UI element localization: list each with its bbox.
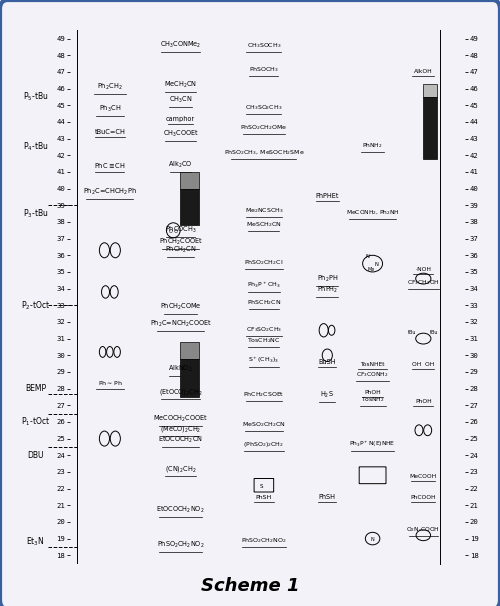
- Text: Et$_3$N: Et$_3$N: [26, 536, 45, 548]
- Text: PhSH: PhSH: [256, 495, 272, 501]
- Text: OH  OH: OH OH: [412, 362, 434, 367]
- Bar: [180, 359, 199, 397]
- Text: P$_4$-tBu: P$_4$-tBu: [23, 141, 48, 153]
- Text: H$_2$S: H$_2$S: [320, 390, 334, 400]
- Text: (PhSO$_2$)$_2$CH$_2$: (PhSO$_2$)$_2$CH$_2$: [244, 439, 284, 448]
- Text: tBu: tBu: [430, 330, 438, 335]
- Text: O$_2$N-COOH: O$_2$N-COOH: [406, 525, 440, 533]
- Text: PhCOCH$_3$: PhCOCH$_3$: [164, 225, 196, 235]
- Text: BEMP: BEMP: [25, 384, 46, 393]
- Text: PhCOOH: PhCOOH: [410, 495, 436, 501]
- Text: PhSO$_2$CH$_2$Cl: PhSO$_2$CH$_2$Cl: [244, 258, 284, 267]
- Text: Ph$_2$C=CHCH$_2$Ph: Ph$_2$C=CHCH$_2$Ph: [83, 187, 136, 197]
- Bar: [180, 342, 199, 359]
- Text: tBuC=CH: tBuC=CH: [94, 129, 126, 135]
- Text: PhSOCH$_3$: PhSOCH$_3$: [249, 65, 279, 74]
- Text: MeCONH$_2$, Ph$_2$NH: MeCONH$_2$, Ph$_2$NH: [346, 208, 400, 217]
- Text: MeCH$_2$CN: MeCH$_2$CN: [164, 80, 197, 90]
- Text: MeCOOH: MeCOOH: [410, 473, 437, 479]
- Text: (CN)$_2$CH$_2$: (CN)$_2$CH$_2$: [165, 464, 196, 474]
- Text: CF$_3$CONH$_2$: CF$_3$CONH$_2$: [356, 370, 389, 379]
- Text: P$_2$-tOct: P$_2$-tOct: [21, 299, 50, 311]
- Text: -NOH: -NOH: [416, 267, 432, 272]
- Text: S: S: [259, 484, 262, 488]
- Text: Ph$_2$PH: Ph$_2$PH: [316, 273, 338, 284]
- Text: PhSO$_2$CH$_3$, MeSOCH$_2$SMe: PhSO$_2$CH$_3$, MeSOCH$_2$SMe: [224, 148, 304, 157]
- Bar: [424, 84, 437, 97]
- Text: O O: O O: [169, 228, 178, 234]
- Text: PhSH: PhSH: [319, 494, 336, 501]
- Text: Me$_2$NCSCH$_3$: Me$_2$NCSCH$_3$: [244, 207, 283, 215]
- Text: TosCH$_2$NC: TosCH$_2$NC: [247, 336, 280, 345]
- Text: PhCH$_2$CN: PhCH$_2$CN: [165, 245, 196, 255]
- Text: PhSO$_2$CH$_2$NO$_2$: PhSO$_2$CH$_2$NO$_2$: [241, 536, 286, 545]
- Text: PhSO$_2$CH$_2$NO$_2$: PhSO$_2$CH$_2$NO$_2$: [157, 540, 204, 550]
- Text: S$^+$(CH$_3$)$_3$: S$^+$(CH$_3$)$_3$: [248, 355, 280, 365]
- Text: DBU: DBU: [28, 451, 44, 460]
- Text: (MeCO)$_2$CH$_2$: (MeCO)$_2$CH$_2$: [160, 424, 201, 433]
- Text: CF$_3$SO$_2$CH$_3$: CF$_3$SO$_2$CH$_3$: [246, 325, 282, 333]
- Text: CH$_3$CONMe$_2$: CH$_3$CONMe$_2$: [160, 40, 201, 50]
- Text: N: N: [370, 537, 374, 542]
- Text: Ph$_3$P$^+$N(E)NHE: Ph$_3$P$^+$N(E)NHE: [350, 439, 396, 448]
- Text: tBu: tBu: [408, 330, 416, 335]
- Text: camphor: camphor: [166, 116, 195, 122]
- Text: BuSH: BuSH: [318, 359, 336, 365]
- Text: PhCH$_2$COOEt: PhCH$_2$COOEt: [158, 237, 202, 247]
- Text: MeSO$_2$CH$_2$CN: MeSO$_2$CH$_2$CN: [242, 420, 286, 428]
- Text: MeCOCH$_2$COOEt: MeCOCH$_2$COOEt: [153, 413, 208, 424]
- Text: PhCH$_2$COMe: PhCH$_2$COMe: [160, 302, 202, 312]
- Text: PhCH$_2$CSOEt: PhCH$_2$CSOEt: [243, 390, 284, 399]
- Text: PhPHEt: PhPHEt: [316, 193, 339, 199]
- Bar: [180, 188, 199, 225]
- Text: Ph$_3$CH: Ph$_3$CH: [98, 104, 121, 114]
- Text: Scheme 1: Scheme 1: [201, 577, 299, 595]
- Text: Ph$_2$C=NCH$_2$COOEt: Ph$_2$C=NCH$_2$COOEt: [150, 318, 212, 328]
- Text: EtOCOCH$_2$CN: EtOCOCH$_2$CN: [158, 435, 203, 445]
- Text: Me: Me: [367, 267, 374, 272]
- Text: Ph$\sim$Ph: Ph$\sim$Ph: [98, 379, 122, 387]
- Text: AlkNO$_2$: AlkNO$_2$: [168, 364, 193, 373]
- Text: Ph$_3$P$^+$CH$_3$: Ph$_3$P$^+$CH$_3$: [247, 281, 280, 290]
- Text: TosNH$_2$: TosNH$_2$: [361, 395, 384, 404]
- Text: (EtOCO)$_2$CH$_2$: (EtOCO)$_2$CH$_2$: [159, 387, 202, 397]
- Text: PhOH: PhOH: [415, 399, 432, 404]
- Text: CH$_3$SOCH$_3$: CH$_3$SOCH$_3$: [246, 41, 281, 50]
- Text: PhNH$_2$: PhNH$_2$: [362, 141, 383, 150]
- Text: PhPH$_2$: PhPH$_2$: [316, 285, 338, 295]
- Text: TosNHEt: TosNHEt: [360, 362, 385, 367]
- Text: AlkOH: AlkOH: [414, 68, 432, 74]
- Text: P$_5$-tBu: P$_5$-tBu: [23, 91, 48, 103]
- Text: P$_3$-tBu: P$_3$-tBu: [23, 207, 48, 220]
- Text: PhOH: PhOH: [364, 390, 381, 395]
- Text: EtOCOCH$_2$NO$_2$: EtOCOCH$_2$NO$_2$: [156, 505, 205, 515]
- Text: P$_1$-tOct: P$_1$-tOct: [21, 416, 50, 428]
- Bar: [424, 97, 437, 159]
- Text: CF$_3$CH$_2$OH: CF$_3$CH$_2$OH: [407, 278, 440, 287]
- Bar: [180, 172, 199, 188]
- Text: CH$_3$CN: CH$_3$CN: [169, 95, 192, 105]
- Text: N: N: [365, 253, 369, 259]
- Text: CH$_3$SO$_2$CH$_3$: CH$_3$SO$_2$CH$_3$: [245, 103, 282, 112]
- Text: MeSCH$_2$CN: MeSCH$_2$CN: [246, 220, 282, 228]
- Text: N: N: [374, 262, 378, 267]
- Text: Ph$_2$CH$_2$: Ph$_2$CH$_2$: [97, 82, 122, 92]
- Text: PhSO$_2$CH$_2$OMe: PhSO$_2$CH$_2$OMe: [240, 123, 288, 132]
- Text: PhSCH$_2$CN: PhSCH$_2$CN: [247, 298, 281, 307]
- Text: Alk$_2$CO: Alk$_2$CO: [168, 160, 193, 170]
- Text: CH$_3$COOEt: CH$_3$COOEt: [162, 128, 198, 139]
- Text: PhC$\equiv$CH: PhC$\equiv$CH: [94, 161, 126, 170]
